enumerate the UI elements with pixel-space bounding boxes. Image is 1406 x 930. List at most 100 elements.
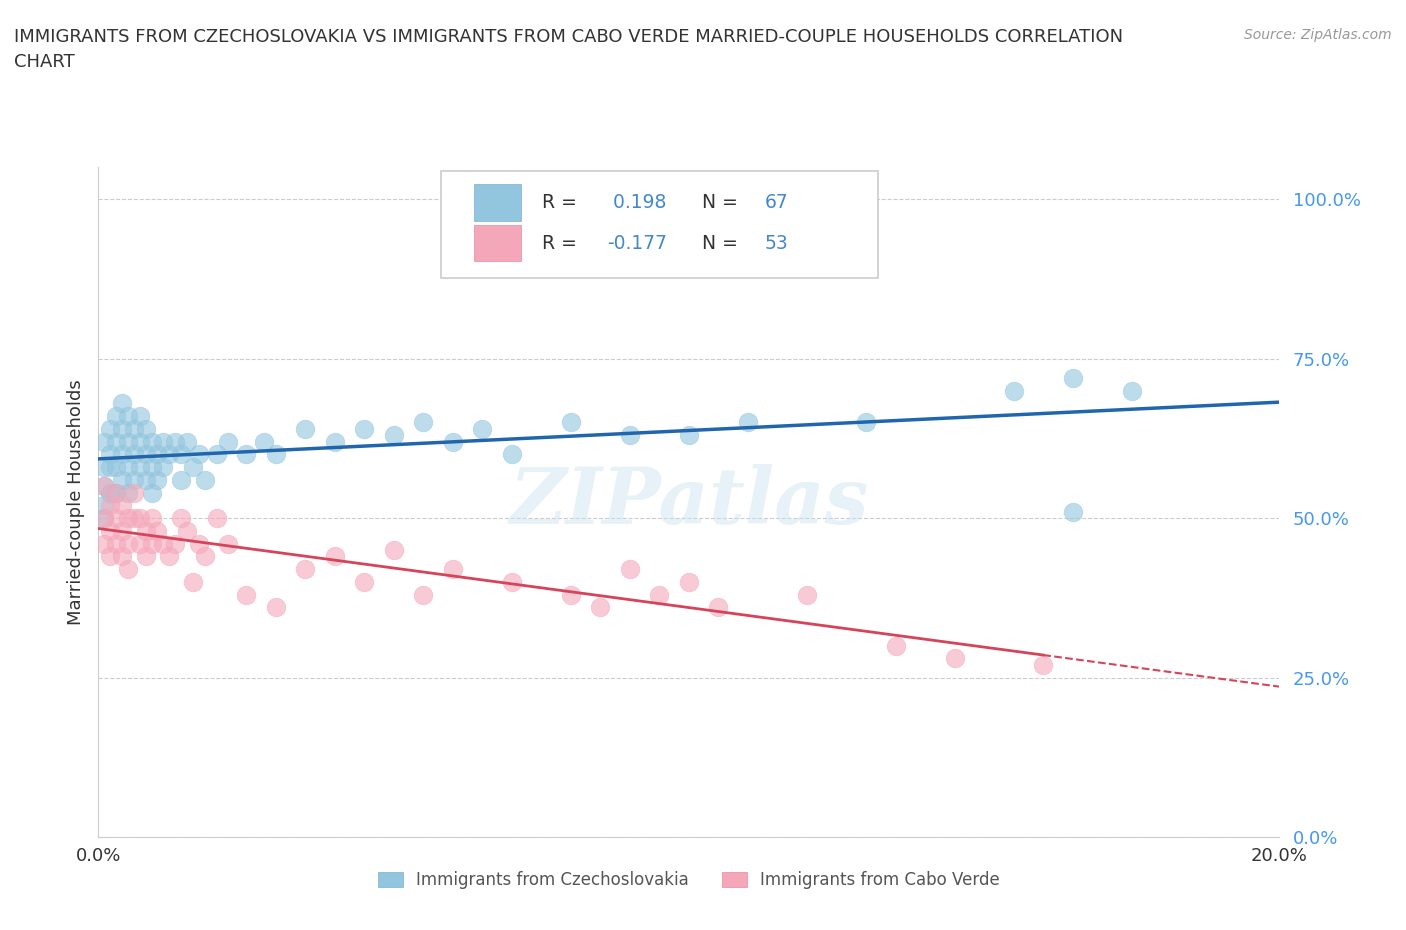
- Point: [619, 428, 641, 443]
- Point: [135, 447, 157, 462]
- Point: [181, 575, 204, 590]
- Point: [122, 447, 145, 462]
- Point: [1032, 658, 1054, 672]
- Point: [141, 485, 163, 500]
- Point: [105, 511, 128, 525]
- Text: R =: R =: [543, 193, 578, 212]
- Text: N =: N =: [702, 193, 738, 212]
- Point: [678, 428, 700, 443]
- Point: [111, 421, 134, 436]
- Point: [205, 447, 228, 462]
- Point: [122, 485, 145, 500]
- Point: [157, 447, 180, 462]
- Point: [93, 479, 115, 494]
- Point: [217, 434, 239, 449]
- Point: [93, 537, 115, 551]
- Point: [855, 415, 877, 430]
- Point: [117, 459, 139, 474]
- Point: [135, 421, 157, 436]
- Point: [707, 600, 730, 615]
- Point: [98, 549, 121, 564]
- Point: [105, 485, 128, 500]
- Point: [128, 537, 150, 551]
- Point: [235, 587, 257, 602]
- Text: 67: 67: [765, 193, 789, 212]
- Point: [264, 447, 287, 462]
- Point: [187, 537, 209, 551]
- Point: [170, 447, 193, 462]
- Point: [382, 542, 405, 557]
- Point: [501, 447, 523, 462]
- Text: -0.177: -0.177: [607, 233, 668, 253]
- Point: [141, 459, 163, 474]
- Point: [796, 587, 818, 602]
- Point: [678, 575, 700, 590]
- Point: [1121, 383, 1143, 398]
- Point: [323, 434, 346, 449]
- Point: [943, 651, 966, 666]
- Point: [105, 408, 128, 423]
- Point: [441, 562, 464, 577]
- Point: [93, 511, 115, 525]
- Point: [135, 524, 157, 538]
- Point: [117, 537, 139, 551]
- Point: [187, 447, 209, 462]
- FancyBboxPatch shape: [441, 171, 877, 278]
- Point: [353, 575, 375, 590]
- Point: [98, 485, 121, 500]
- Point: [122, 421, 145, 436]
- Point: [176, 434, 198, 449]
- Point: [170, 511, 193, 525]
- Point: [501, 575, 523, 590]
- Point: [98, 524, 121, 538]
- Point: [98, 498, 121, 512]
- Point: [294, 562, 316, 577]
- Point: [117, 408, 139, 423]
- Point: [146, 447, 169, 462]
- Point: [194, 472, 217, 487]
- Point: [111, 498, 134, 512]
- Point: [323, 549, 346, 564]
- Point: [105, 485, 128, 500]
- Point: [235, 447, 257, 462]
- Point: [111, 472, 134, 487]
- Point: [111, 549, 134, 564]
- Point: [619, 562, 641, 577]
- Point: [141, 434, 163, 449]
- Point: [117, 485, 139, 500]
- Point: [105, 537, 128, 551]
- Point: [217, 537, 239, 551]
- Point: [170, 472, 193, 487]
- Point: [128, 408, 150, 423]
- Point: [264, 600, 287, 615]
- Text: IMMIGRANTS FROM CZECHOSLOVAKIA VS IMMIGRANTS FROM CABO VERDE MARRIED-COUPLE HOUS: IMMIGRANTS FROM CZECHOSLOVAKIA VS IMMIGR…: [14, 28, 1123, 71]
- Point: [93, 511, 115, 525]
- Point: [93, 498, 115, 512]
- Point: [141, 511, 163, 525]
- Point: [353, 421, 375, 436]
- Point: [117, 434, 139, 449]
- Point: [1062, 504, 1084, 519]
- Point: [135, 549, 157, 564]
- Text: R =: R =: [543, 233, 578, 253]
- Point: [93, 434, 115, 449]
- Point: [93, 459, 115, 474]
- Y-axis label: Married-couple Households: Married-couple Households: [66, 379, 84, 625]
- Point: [165, 434, 187, 449]
- Point: [157, 549, 180, 564]
- Point: [194, 549, 217, 564]
- Point: [117, 562, 139, 577]
- Point: [1002, 383, 1025, 398]
- Text: ZIPatlas: ZIPatlas: [509, 464, 869, 540]
- Point: [165, 537, 187, 551]
- Text: 53: 53: [765, 233, 789, 253]
- Point: [128, 459, 150, 474]
- Point: [152, 459, 174, 474]
- Point: [98, 447, 121, 462]
- FancyBboxPatch shape: [474, 225, 522, 261]
- Text: 0.198: 0.198: [607, 193, 666, 212]
- Point: [146, 524, 169, 538]
- Text: Source: ZipAtlas.com: Source: ZipAtlas.com: [1244, 28, 1392, 42]
- Point: [135, 472, 157, 487]
- Point: [382, 428, 405, 443]
